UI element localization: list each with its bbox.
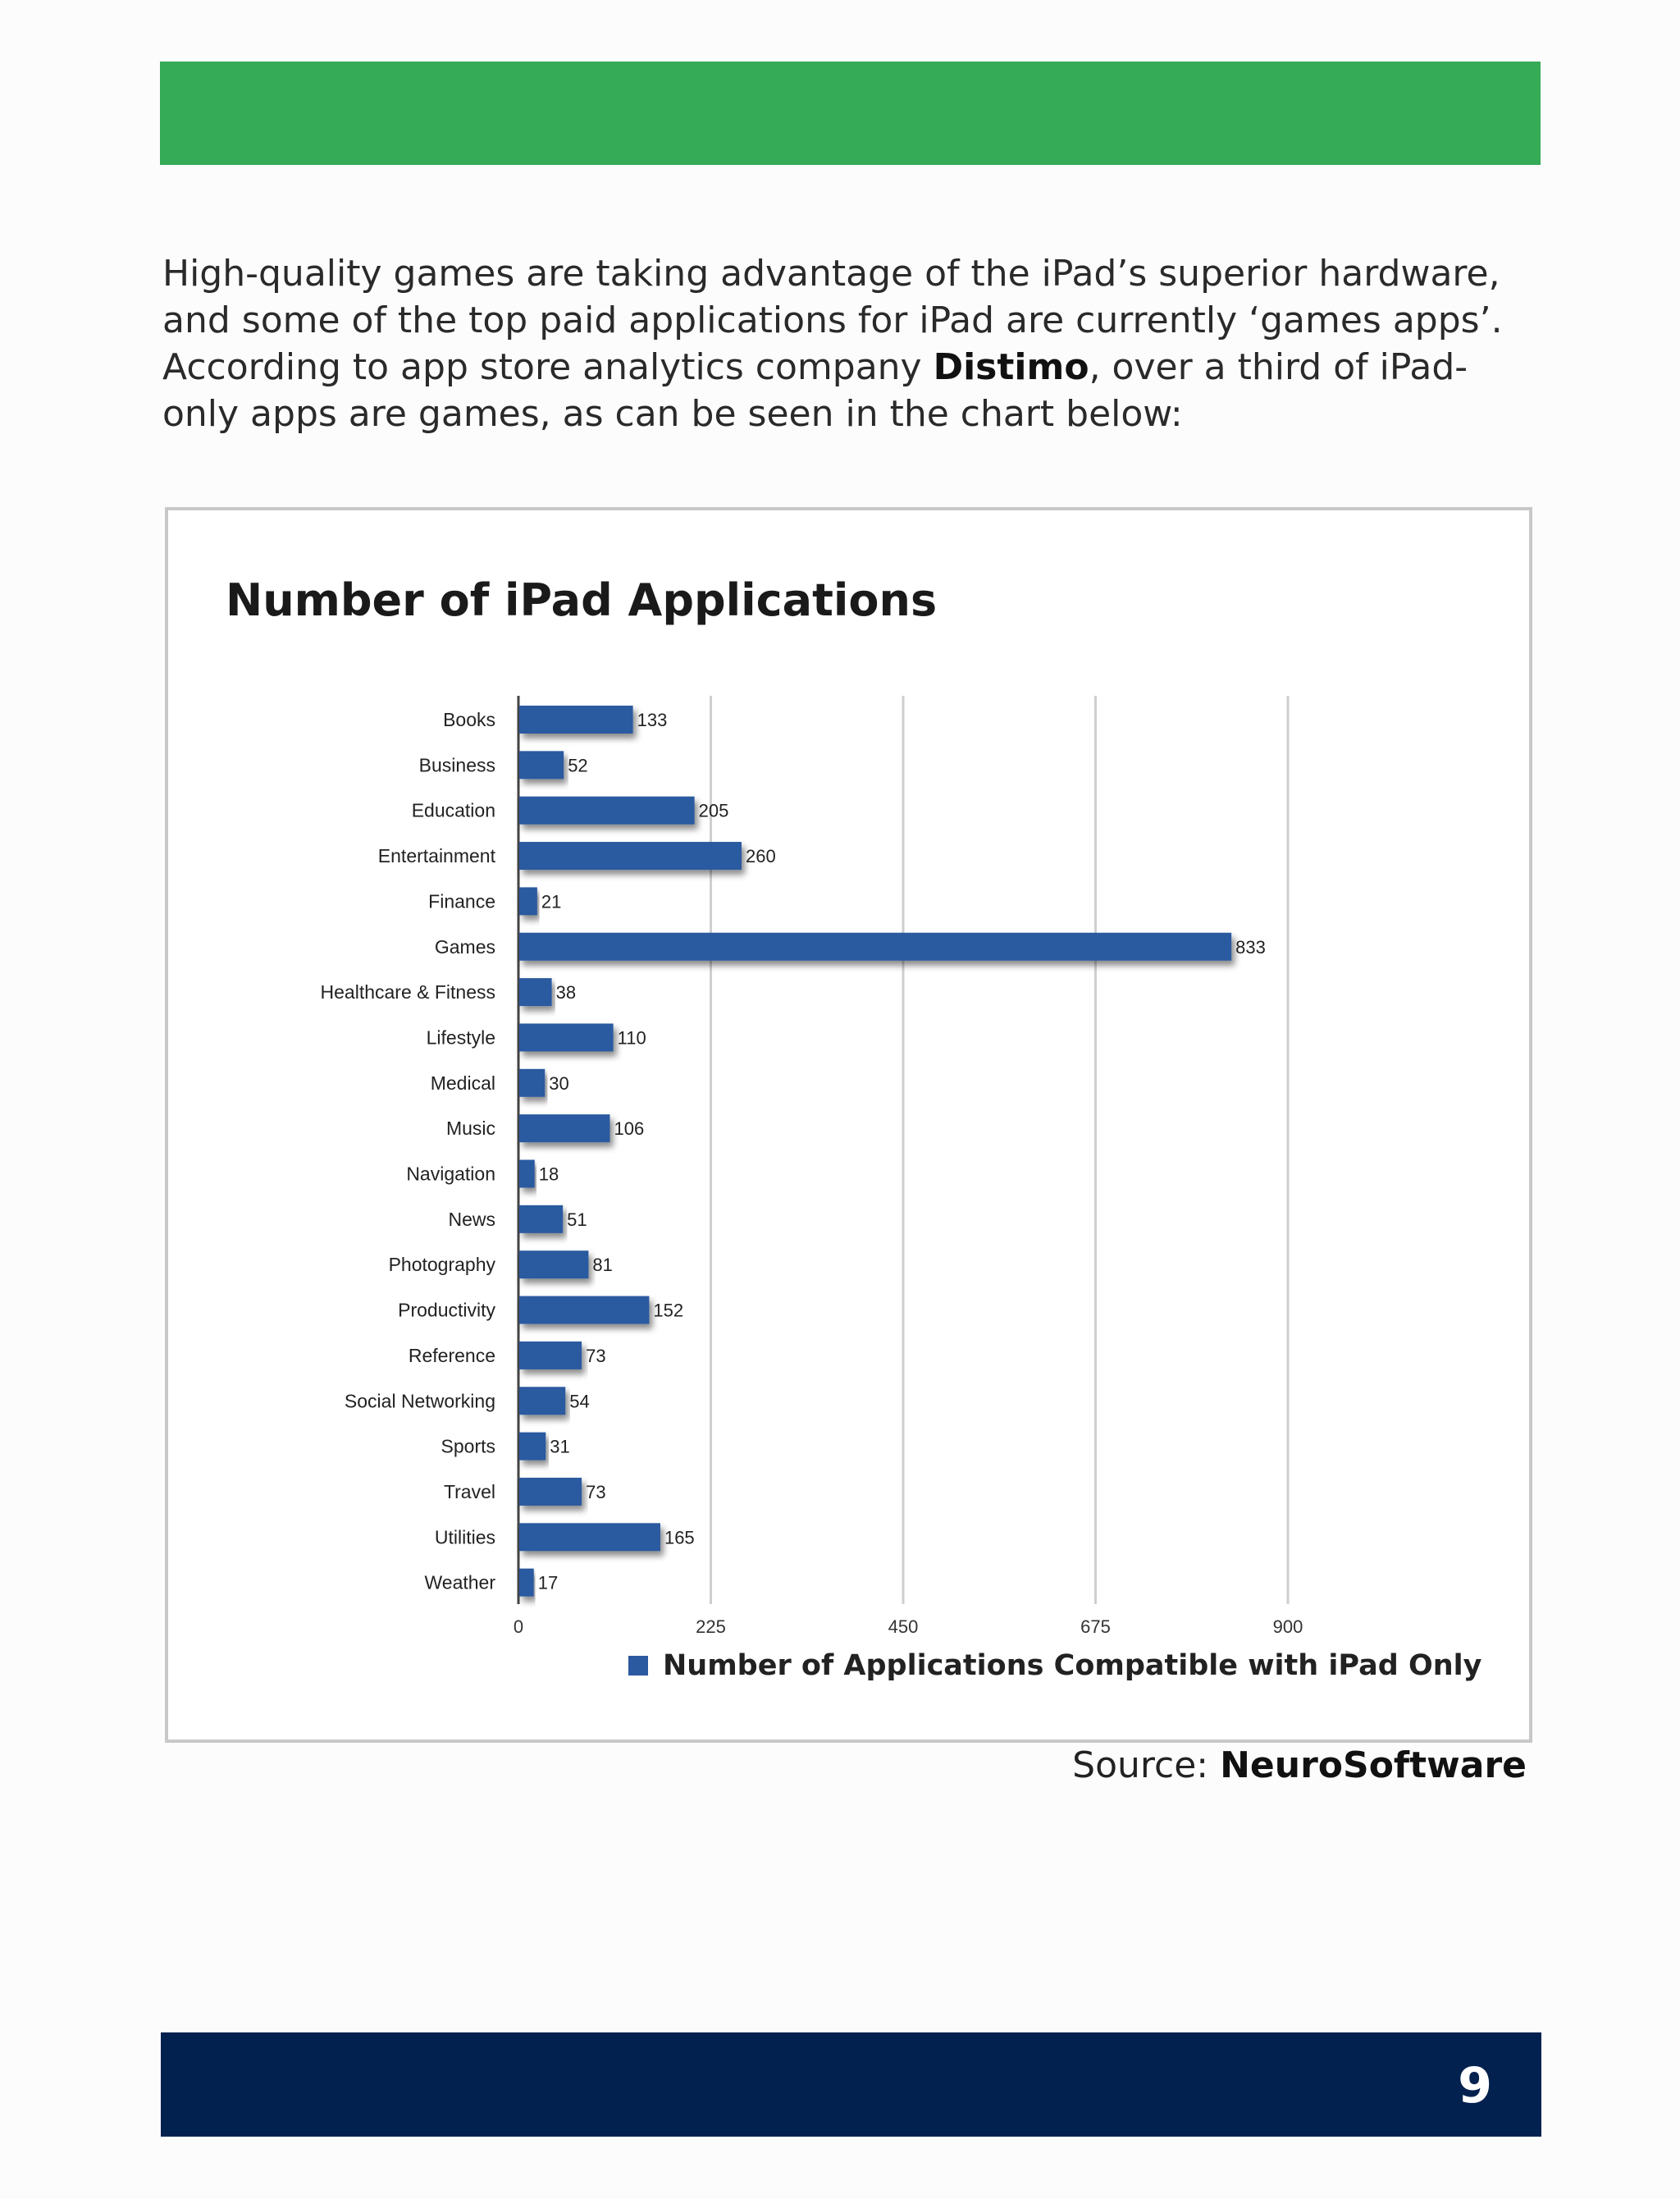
chart-frame [165, 507, 1532, 1743]
category-label: Music [446, 1118, 495, 1139]
data-label: 152 [653, 1301, 683, 1321]
data-label: 51 [567, 1209, 587, 1230]
category-label: Finance [428, 890, 495, 912]
category-label: Travel [444, 1481, 495, 1502]
source-label: Source: [1072, 1744, 1221, 1786]
data-label: 73 [586, 1482, 605, 1502]
legend-label: Number of Applications Compatible with i… [663, 1649, 1482, 1682]
category-label: Sports [441, 1436, 495, 1457]
data-label: 165 [664, 1527, 695, 1548]
x-tick-label: 450 [888, 1616, 919, 1637]
category-label: Games [435, 936, 495, 958]
data-label: 52 [568, 755, 587, 775]
x-tick-label: 0 [514, 1616, 523, 1637]
data-label: 260 [746, 846, 776, 866]
bar [519, 796, 695, 825]
bar [519, 1205, 564, 1233]
bar [519, 706, 633, 734]
bar [519, 1477, 582, 1506]
category-label: Productivity [398, 1300, 495, 1321]
category-label: Education [412, 800, 495, 821]
category-label: News [448, 1209, 495, 1230]
bar [519, 978, 552, 1007]
data-label: 17 [538, 1573, 558, 1593]
category-label: Books [443, 709, 495, 730]
data-label: 30 [549, 1073, 568, 1094]
bar [519, 1568, 534, 1597]
source-credit: Source: NeuroSoftware [1072, 1744, 1527, 1786]
chart-title: Number of iPad Applications [226, 574, 938, 626]
category-label: Business [419, 754, 495, 775]
legend-swatch [628, 1656, 648, 1676]
category-label: Entertainment [378, 845, 496, 866]
footer-bar: 9 [161, 2032, 1541, 2137]
data-label: 54 [569, 1391, 589, 1411]
data-label: 31 [550, 1437, 569, 1457]
data-label: 21 [541, 891, 561, 912]
bar [519, 1387, 566, 1415]
category-label: Utilities [435, 1526, 495, 1548]
chart-legend: Number of Applications Compatible with i… [628, 1649, 1481, 1682]
bar [519, 1068, 546, 1097]
bar [519, 1341, 582, 1369]
data-label: 133 [637, 710, 668, 730]
source-name: NeuroSoftware [1220, 1744, 1527, 1786]
data-label: 833 [1235, 937, 1266, 958]
category-label: Lifestyle [427, 1026, 495, 1048]
bar [519, 932, 1232, 961]
category-label: Photography [389, 1254, 496, 1275]
intro-paragraph: High-quality games are taking advantage … [162, 250, 1541, 437]
data-label: 110 [618, 1027, 646, 1048]
category-label: Weather [424, 1572, 495, 1593]
bar [519, 887, 537, 916]
x-tick-label: 675 [1080, 1616, 1111, 1637]
x-tick-label: 900 [1273, 1616, 1303, 1637]
data-label: 73 [586, 1346, 605, 1366]
data-label: 81 [592, 1255, 612, 1275]
data-label: 205 [699, 801, 729, 821]
bar [519, 1432, 546, 1461]
header-bar [160, 62, 1541, 165]
intro-text: High-quality games are taking advantage … [162, 253, 1503, 388]
company-name: Distimo [933, 346, 1089, 388]
bar [519, 1159, 535, 1188]
category-label: Healthcare & Fitness [321, 981, 495, 1003]
bar [519, 1296, 650, 1324]
data-label: 106 [614, 1118, 644, 1139]
bar [519, 1023, 614, 1052]
page-number: 9 [1458, 2057, 1492, 2114]
bar [519, 751, 564, 779]
bar [519, 1114, 610, 1143]
data-label: 38 [556, 982, 576, 1003]
x-tick-label: 225 [696, 1616, 726, 1637]
category-label: Reference [409, 1345, 495, 1366]
intro-text-end: , over a third of iPad-only apps are gam… [162, 346, 1468, 435]
bar [519, 1250, 589, 1279]
data-label: 18 [539, 1164, 559, 1185]
bar [519, 1523, 660, 1552]
bar [519, 842, 742, 871]
category-label: Navigation [406, 1164, 495, 1185]
category-label: Social Networking [345, 1390, 495, 1411]
category-label: Medical [431, 1072, 495, 1094]
